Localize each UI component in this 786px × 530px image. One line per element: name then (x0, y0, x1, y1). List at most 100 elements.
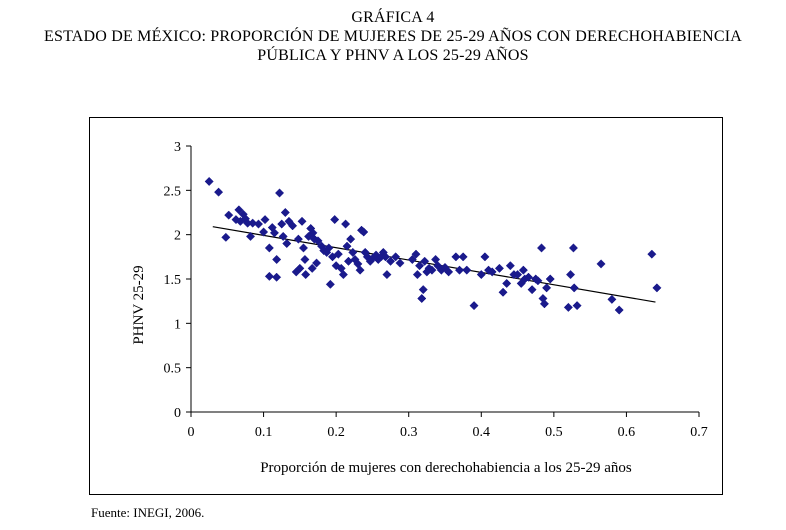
data-point (469, 301, 479, 311)
data-point (380, 252, 391, 262)
data-point (346, 234, 356, 244)
y-tick-label: 0.5 (164, 362, 182, 377)
data-point (297, 216, 307, 226)
data-point (341, 219, 351, 229)
data-point (444, 267, 454, 277)
data-point (523, 272, 534, 282)
figure-label: GRÁFICA 4 (351, 9, 435, 26)
data-point (324, 243, 334, 253)
data-point (563, 302, 573, 312)
data-point (476, 270, 486, 280)
data-point (259, 227, 269, 237)
data-point (572, 301, 582, 311)
chart-title-block: GRÁFICA 4 ESTADO DE MÉXICO: PROPORCIÓN D… (0, 8, 786, 65)
data-point (536, 243, 547, 253)
data-point (300, 254, 310, 265)
data-point (462, 265, 472, 275)
data-point (565, 270, 576, 280)
data-point (487, 267, 497, 277)
data-point (330, 215, 340, 225)
x-tick-label: 0.6 (618, 425, 636, 440)
data-point (253, 219, 264, 229)
data-point (234, 205, 244, 215)
data-point (411, 249, 421, 259)
x-tick-label: 0.1 (255, 425, 272, 440)
data-point (342, 241, 352, 251)
data-point (527, 285, 537, 295)
data-point (355, 265, 365, 275)
data-point (518, 265, 528, 275)
data-point (313, 236, 323, 246)
data-point (272, 272, 282, 282)
data-point (204, 176, 214, 187)
y-tick-label: 2.5 (164, 184, 182, 199)
data-point (338, 270, 348, 280)
data-point (539, 299, 549, 309)
data-point (454, 265, 465, 275)
data-point (245, 231, 256, 241)
data-point (415, 261, 425, 271)
y-tick-label: 2 (174, 229, 181, 244)
data-point (282, 238, 292, 249)
y-tick-label: 1.5 (164, 273, 182, 288)
data-point (277, 219, 287, 229)
data-point (288, 221, 298, 231)
data-point (348, 247, 358, 257)
data-point (494, 263, 504, 273)
data-point (272, 254, 282, 265)
data-point (542, 283, 552, 293)
trendline-group (212, 226, 656, 303)
data-point (412, 270, 422, 280)
data-point (293, 234, 303, 244)
figure-title-line-2: PÚBLICA Y PHNV A LOS 25-29 AÑOS (257, 47, 529, 64)
data-point (420, 256, 430, 266)
data-point (260, 215, 270, 225)
data-points (204, 176, 662, 315)
data-point (224, 210, 234, 220)
data-point (652, 283, 662, 293)
y-tick-label: 1 (174, 317, 181, 332)
data-point (533, 276, 543, 286)
data-point (264, 243, 274, 253)
data-point (280, 207, 290, 218)
data-point (417, 293, 427, 304)
data-point (505, 261, 515, 271)
data-point (311, 258, 322, 268)
y-axis-label: PHNV 25-29 (131, 265, 147, 344)
data-point (596, 259, 606, 269)
data-point (568, 243, 579, 253)
data-point (427, 265, 437, 275)
data-point (395, 258, 405, 268)
data-point (248, 218, 258, 228)
axes: 0 0.5 1 1.5 2 2.5 3 0 0.1 0.2 0.3 0.4 0.5 0.6 0.7 (164, 140, 708, 440)
data-point (221, 232, 231, 242)
x-tick-label: 0.7 (690, 425, 708, 440)
data-point (407, 254, 417, 265)
data-point (325, 279, 335, 289)
data-point (333, 249, 343, 259)
data-point (480, 252, 490, 262)
trendline (212, 226, 656, 303)
x-tick-label: 0.2 (327, 425, 345, 440)
data-point (214, 187, 224, 197)
data-point (391, 252, 401, 262)
data-point (269, 228, 280, 238)
data-point (647, 249, 657, 259)
data-point (418, 285, 428, 295)
data-point (264, 271, 274, 281)
x-tick-label: 0.4 (473, 425, 491, 440)
data-point (545, 274, 555, 284)
data-point (386, 256, 396, 266)
data-point (451, 252, 461, 262)
figure-title-line-1: ESTADO DE MÉXICO: PROPORCIÓN DE MUJERES … (44, 28, 742, 45)
data-point (382, 270, 392, 280)
data-point (458, 252, 468, 262)
chart-frame: 0 0.5 1 1.5 2 2.5 3 0 0.1 0.2 0.3 0.4 0.5 0.6 0.7 PHNV… (89, 117, 723, 495)
x-tick-label: 0.5 (545, 425, 563, 440)
data-point (301, 270, 311, 280)
data-point (607, 294, 617, 304)
data-point (278, 231, 288, 241)
x-tick-label: 0 (188, 425, 195, 440)
data-point (614, 305, 624, 315)
scatter-plot: 0 0.5 1 1.5 2 2.5 3 0 0.1 0.2 0.3 0.4 0.5 0.6 0.7 PHNV… (131, 140, 708, 476)
